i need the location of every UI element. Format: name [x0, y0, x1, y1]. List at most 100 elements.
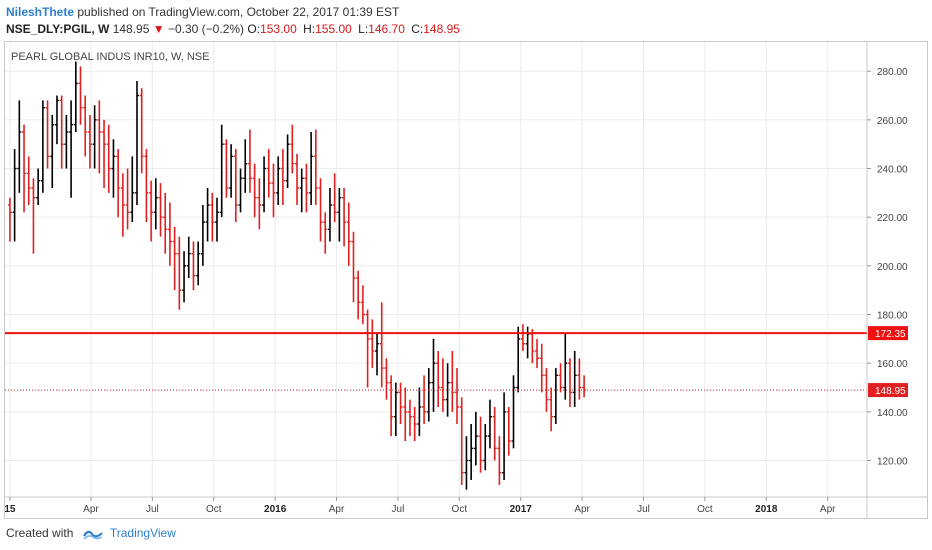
chart-title: PEARL GLOBAL INDUS INR10, W, NSE	[11, 51, 209, 63]
ohlc-bar	[553, 368, 558, 425]
time-axis[interactable]: 15 Apr Jul Oct 2016 Apr Jul Oct 2017 Apr Jul Oct 201…	[5, 497, 836, 515]
ohlc-bar	[337, 187, 342, 242]
symbol-label[interactable]: NSE_DLY:PGIL, W	[6, 22, 110, 36]
price-tick-label: 180.00	[877, 311, 908, 322]
time-tick-label: Oct	[206, 504, 222, 515]
ohlc-bar	[54, 95, 59, 145]
ohlc-bar	[210, 192, 215, 242]
time-tick-label: Jul	[392, 504, 405, 515]
time-tick-label: Apr	[820, 504, 836, 515]
ohlc-bar	[398, 382, 403, 425]
ohlc-bar	[455, 368, 460, 425]
ohlc-bar	[304, 163, 309, 213]
ohlc-bar	[511, 375, 516, 449]
price-chart[interactable]: 120.00 140.00 160.00 180.00 200.00 220.00 240.…	[5, 42, 927, 518]
time-tick-label: Apr	[574, 504, 590, 515]
ohlc-bar	[182, 251, 187, 303]
ohlc-bar	[214, 197, 219, 242]
ohlc-bar	[469, 424, 474, 480]
ohlc-bar	[139, 88, 144, 174]
ohlc-bar	[87, 114, 92, 169]
created-with-label: Created with	[6, 526, 74, 540]
ohlc-bar	[549, 387, 554, 432]
close-value: 148.95	[423, 22, 460, 36]
ohlc-bar	[563, 333, 568, 400]
high-value: 155.00	[315, 22, 352, 36]
ohlc-bar	[327, 187, 332, 242]
time-tick-label: 2018	[755, 504, 778, 515]
ohlc-bar	[313, 129, 318, 206]
ohlc-bar	[45, 100, 50, 169]
ohlc-bar	[483, 424, 488, 471]
ohlc-bar	[229, 144, 234, 198]
ohlc-bar	[370, 319, 375, 369]
ohlc-bar	[582, 375, 587, 398]
chart-header: NileshThete published on TradingView.com…	[4, 0, 928, 40]
ohlc-bar	[196, 241, 201, 286]
price-level-badge: 172.35	[868, 326, 908, 341]
tradingview-brand-link[interactable]: TradingView	[109, 526, 176, 540]
ohlc-bar	[426, 368, 431, 422]
ohlc-bar	[544, 368, 549, 412]
ohlc-bar	[83, 95, 88, 157]
time-tick-label: Oct	[697, 504, 713, 515]
last-price: 148.95	[112, 22, 150, 36]
ohlc-bar	[120, 173, 125, 237]
price-level-badge: 148.95	[868, 383, 908, 398]
ohlc-bar	[134, 80, 139, 206]
ohlc-bar	[379, 302, 384, 388]
ohlc-bar	[478, 416, 483, 473]
published-text: published on TradingView.com, October 22…	[77, 5, 400, 19]
ohlc-bar	[356, 270, 361, 320]
price-axis[interactable]: 120.00 140.00 160.00 180.00 200.00 220.00 240.…	[867, 67, 908, 468]
ohlc-bar	[403, 387, 408, 442]
ohlc-bar	[125, 168, 130, 230]
ohlc-bar	[167, 202, 172, 266]
ohlc-bar	[64, 114, 69, 169]
ohlc-bar	[36, 168, 41, 206]
price-tick-label: 280.00	[877, 67, 908, 78]
ohlc-bar	[205, 187, 210, 242]
chart-container[interactable]: 120.00 140.00 160.00 180.00 200.00 220.00 240.…	[4, 41, 928, 519]
author-link[interactable]: NileshThete	[6, 5, 75, 19]
time-tick-label: Apr	[83, 504, 99, 515]
close-label: C:	[411, 22, 424, 36]
ohlc-bar	[572, 351, 577, 407]
ohlc-bar	[247, 129, 252, 193]
ohlc-bar	[473, 411, 478, 466]
open-value: 153.00	[260, 22, 297, 36]
time-tick-label: Jul	[146, 504, 159, 515]
ohlc-bar	[224, 139, 229, 198]
ohlc-bar	[266, 149, 271, 198]
ohlc-bar	[276, 156, 281, 206]
ohlc-bar	[459, 397, 464, 485]
ohlc-bar	[332, 173, 337, 223]
price-tick-label: 240.00	[877, 165, 908, 176]
ohlc-bar	[144, 149, 149, 223]
ohlc-bar	[558, 363, 563, 393]
ohlc-bar	[116, 149, 121, 218]
ohlc-bar	[149, 180, 154, 242]
horizontal-lines	[5, 332, 867, 391]
ohlc-bar	[186, 236, 191, 279]
time-tick-label: 2016	[264, 504, 287, 515]
ohlc-bar	[73, 61, 78, 133]
price-tick-label: 200.00	[877, 262, 908, 273]
ohlc-bar	[407, 399, 412, 437]
ohlc-bar	[487, 399, 492, 449]
ohlc-bar	[17, 100, 22, 193]
ohlc-bar	[22, 124, 27, 213]
price-level-label: 148.95	[875, 386, 906, 397]
ohlc-bar	[50, 114, 55, 188]
ohlc-bar	[450, 351, 455, 412]
time-tick-label: 2017	[510, 504, 533, 515]
tradingview-logo-icon	[82, 530, 103, 540]
ohlc-bar	[351, 231, 356, 303]
ohlc-bar	[365, 309, 370, 388]
ohlc-bar	[97, 100, 102, 174]
ohlc-bar	[502, 392, 507, 480]
ohlc-bar	[464, 436, 469, 490]
ohlc-bar	[375, 333, 380, 376]
high-label: H:	[303, 22, 316, 36]
time-tick-label: Jul	[637, 504, 650, 515]
